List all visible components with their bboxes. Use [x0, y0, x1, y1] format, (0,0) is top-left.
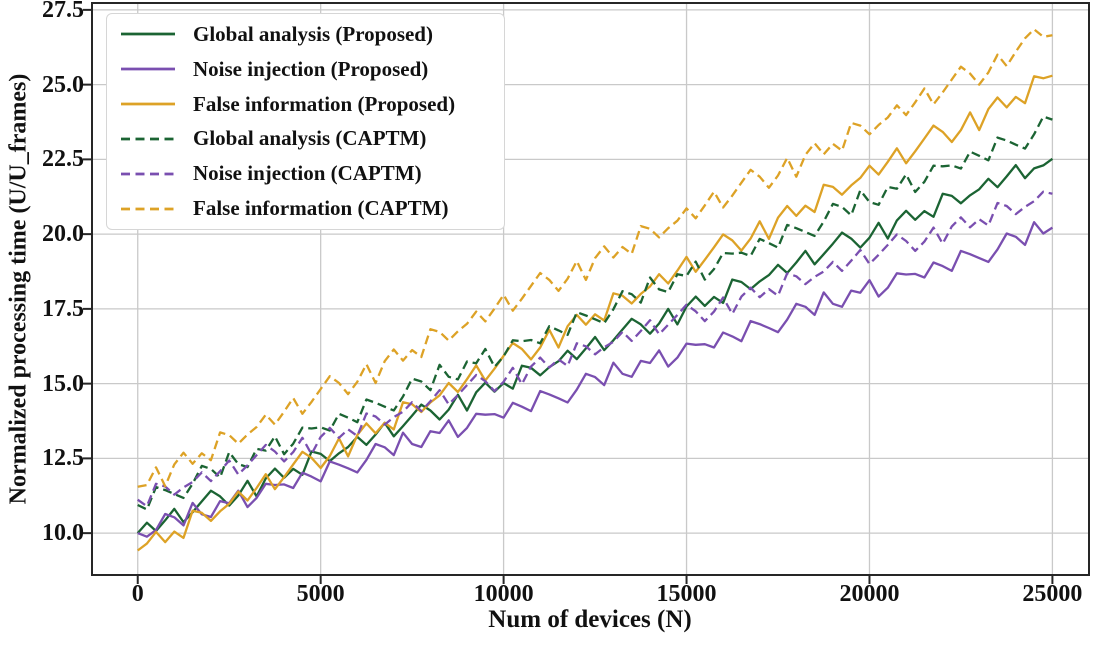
series-line-false-information-captm — [137, 28, 1053, 488]
legend-line-sample-icon — [121, 172, 175, 176]
legend-line-sample-icon — [121, 207, 175, 210]
x-tick-label: 15000 — [656, 581, 717, 607]
series-lines — [136, 28, 1054, 552]
legend-item-noise-injection-captm: Noise injection (CAPTM) — [119, 156, 492, 191]
legend-label: Noise injection (Proposed) — [193, 56, 429, 81]
x-tick-label: 25000 — [1022, 581, 1083, 607]
legend-label: Noise injection (CAPTM) — [193, 161, 422, 186]
legend-item-false-information-captm: False information (CAPTM) — [119, 191, 492, 226]
legend-label: Global analysis (Proposed) — [193, 21, 433, 46]
y-tick-label: 12.5 — [42, 445, 84, 472]
legend-label: Global analysis (CAPTM) — [193, 126, 427, 151]
legend-line-sample-icon — [121, 137, 175, 141]
x-tick-label: 5000 — [296, 581, 345, 607]
x-tick-label: 20000 — [839, 581, 900, 607]
axis-tick-marks — [83, 8, 1054, 584]
series-line-global-analysis-proposed — [136, 157, 1054, 534]
y-axis-title: Normalized processing time (U/U_frames) — [5, 73, 32, 505]
series-line-global-analysis-captm — [137, 115, 1053, 511]
legend-item-false-information-proposed: False information (Proposed) — [119, 87, 492, 122]
legend-item-noise-injection-proposed: Noise injection (Proposed) — [119, 52, 492, 87]
legend-item-global-analysis-captm: Global analysis (CAPTM) — [119, 121, 492, 156]
legend-label: False information (Proposed) — [193, 91, 456, 116]
legend-item-global-analysis-proposed: Global analysis (Proposed) — [119, 17, 492, 52]
y-tick-label: 10.0 — [42, 520, 84, 547]
x-tick-label: 10000 — [473, 581, 534, 607]
y-tick-label: 27.5 — [42, 0, 84, 23]
legend-line-sample-icon — [121, 33, 175, 36]
series-line-noise-injection-proposed — [137, 221, 1054, 538]
y-tick-label: 17.5 — [42, 295, 84, 322]
series-line-noise-injection-captm — [137, 190, 1053, 508]
legend-label: False information (CAPTM) — [193, 196, 449, 221]
legend: Global analysis (Proposed) Noise injecti… — [106, 13, 505, 230]
x-axis-title: Num of devices (N) — [488, 606, 692, 633]
y-tick-label: 20.0 — [42, 221, 84, 248]
legend-line-sample-icon — [121, 102, 175, 106]
legend-line-sample-icon — [121, 67, 175, 71]
x-tick-label: 0 — [131, 581, 144, 607]
y-tick-label: 15.0 — [42, 370, 84, 397]
y-tick-label: 22.5 — [42, 146, 84, 173]
plot-frame — [91, 2, 1090, 576]
y-tick-label: 25.0 — [42, 71, 84, 98]
series-line-false-information-proposed — [137, 74, 1053, 552]
